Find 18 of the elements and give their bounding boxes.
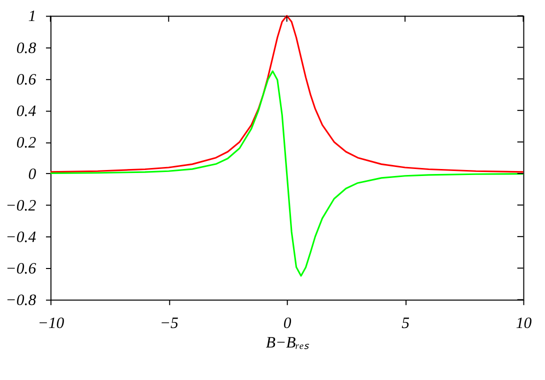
y-tick-label: −0.8	[6, 292, 36, 310]
y-tick-label: 0.4	[16, 102, 36, 120]
y-tick-label: −0.2	[6, 197, 36, 214]
x-tick-label: 10	[516, 314, 532, 332]
y-tick-label: 0.2	[16, 134, 36, 152]
y-tick-label: −0.4	[6, 229, 36, 246]
line-series	[50, 14, 524, 173]
x-tick-label: −5	[160, 314, 179, 332]
y-tick-label: 0	[28, 166, 36, 183]
y-tick-label: −0.6	[6, 260, 36, 278]
x-tick-label: 0	[283, 314, 292, 332]
x-tick-label: −10	[38, 314, 64, 332]
x-axis-title: B−Bᵣₑₛ	[266, 334, 310, 352]
line-series	[50, 70, 524, 277]
x-tick-label: 5	[402, 314, 410, 332]
y-tick-label: 0.6	[16, 71, 36, 88]
y-tick-label: 0.8	[16, 40, 36, 57]
y-tick-label: 1	[28, 8, 36, 26]
